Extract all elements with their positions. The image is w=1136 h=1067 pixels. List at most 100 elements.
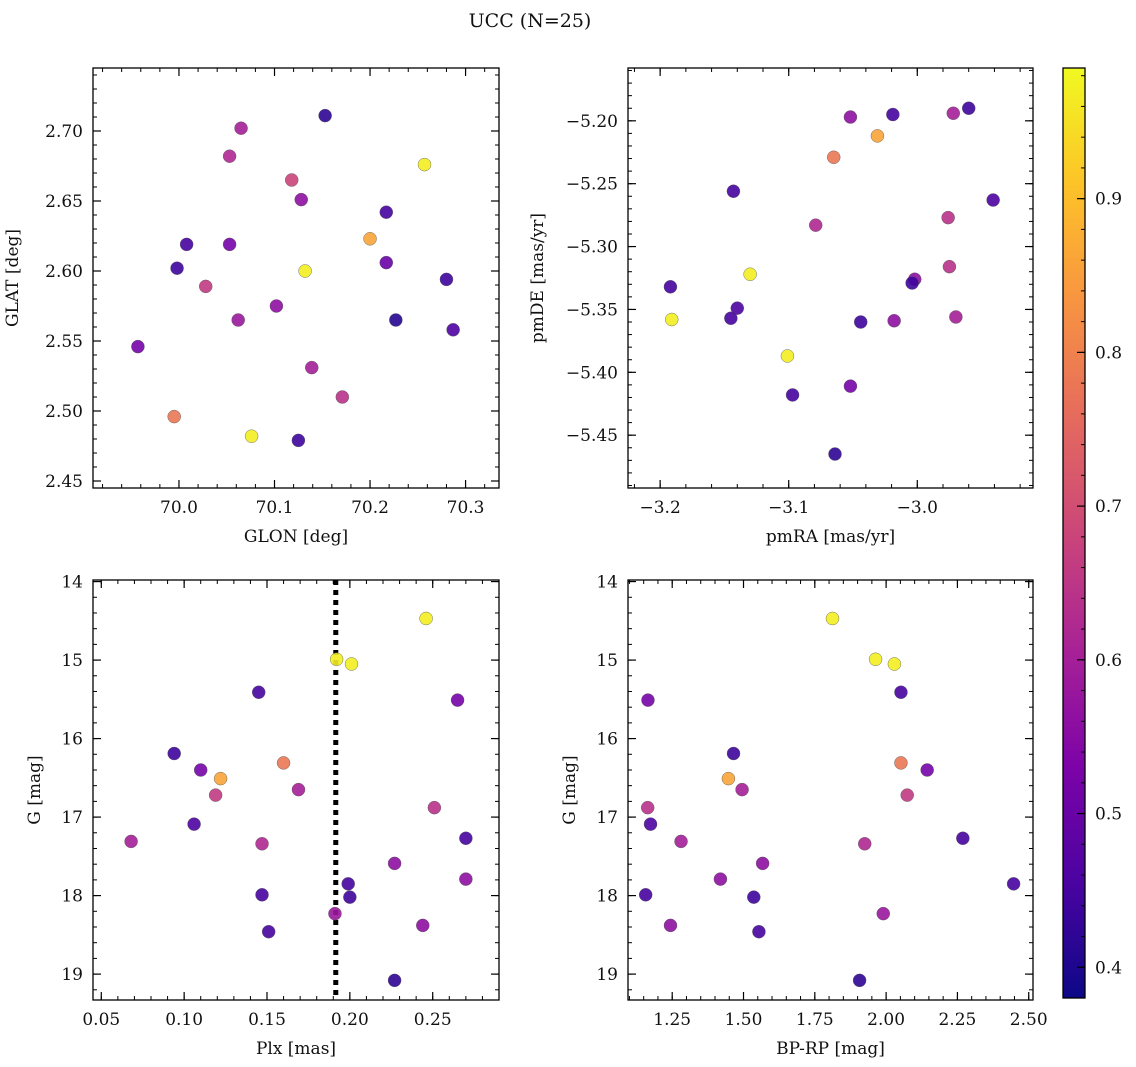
x-tick-label: 2.50 xyxy=(1010,1010,1048,1030)
scatter-point xyxy=(809,218,823,232)
panel-plx-g: 0.05 0.10 0.15 0.20 0.25 14 15 16 17 18 19 Plx [mas… xyxy=(25,573,500,1059)
scatter-point xyxy=(131,339,145,354)
scatter-point xyxy=(439,272,454,287)
scatter-point xyxy=(962,101,976,115)
scatter-point xyxy=(843,110,858,124)
scatter-point xyxy=(785,388,800,402)
scatter-point xyxy=(234,121,248,135)
scatter-point xyxy=(231,313,245,327)
x-tick-label: 70.0 xyxy=(160,498,198,518)
scatter-point xyxy=(887,657,902,671)
panel-pmra-pmde: −3.2 −3.1 −3.0 −5.45 −5.40 −5.35 −5.30 −5.25 −5.… xyxy=(528,67,1034,547)
scatter-point xyxy=(379,255,393,270)
scatter-point xyxy=(894,756,908,770)
x-tick-label: −3.1 xyxy=(768,498,809,518)
x-tick-label: 0.15 xyxy=(248,1010,286,1030)
scatter-point xyxy=(747,890,761,904)
y-tick-label: −5.40 xyxy=(566,363,618,383)
x-tick-label: −3.0 xyxy=(897,498,938,518)
colorbar-frame xyxy=(1062,67,1086,999)
scatter-point xyxy=(828,447,842,461)
y-axis-label: pmDE [mas/yr] xyxy=(528,213,548,343)
x-tick-label: 70.2 xyxy=(351,498,389,518)
scatter-point xyxy=(956,831,970,845)
scatter-point xyxy=(446,323,460,337)
scatter-point xyxy=(387,973,402,988)
scatter-point xyxy=(1006,877,1021,891)
x-tick-label: 1.75 xyxy=(796,1010,834,1030)
axes-frame xyxy=(92,67,500,489)
scatter-point xyxy=(419,611,433,626)
scatter-point xyxy=(244,429,259,443)
y-tick-label: 19 xyxy=(596,965,618,985)
y-tick-label: 2.45 xyxy=(45,472,83,492)
y-axis-label: GLAT [deg] xyxy=(3,229,23,327)
scatter-point xyxy=(735,782,749,797)
y-tick-label: 15 xyxy=(596,651,618,671)
scatter-point xyxy=(724,311,738,325)
scatter-point xyxy=(459,872,473,886)
scatter-point xyxy=(641,693,655,707)
y-axis-label: G [mag] xyxy=(25,755,45,824)
scatter-point xyxy=(459,831,473,845)
y-tick-label: 17 xyxy=(61,808,83,828)
colorbar-tick-label: 0.8 xyxy=(1095,343,1122,363)
y-tick-label: −5.35 xyxy=(566,300,618,320)
y-tick-label: −5.20 xyxy=(566,112,618,132)
y-tick-label: −5.25 xyxy=(566,175,618,195)
y-tick-label: −5.45 xyxy=(566,426,618,446)
scatter-point xyxy=(167,746,181,761)
scatter-point xyxy=(854,315,868,329)
scatter-point xyxy=(294,192,308,207)
x-tick-label: 0.20 xyxy=(331,1010,369,1030)
y-tick-label: 15 xyxy=(61,651,83,671)
x-axis-label: Plx [mas] xyxy=(256,1039,336,1059)
y-tick-label: 2.60 xyxy=(45,262,83,282)
scatter-point xyxy=(663,918,678,933)
axes-frame xyxy=(627,67,1034,489)
scatter-point xyxy=(920,763,934,777)
scatter-point xyxy=(285,173,299,187)
panel-bprp-g: 1.25 1.50 1.75 2.00 2.25 2.50 14 15 16 17 18 19 BP-R… xyxy=(560,573,1048,1059)
scatter-point xyxy=(387,856,402,871)
scatter-point xyxy=(318,108,332,123)
x-tick-label: 1.25 xyxy=(653,1010,691,1030)
y-axis-label: G [mag] xyxy=(560,755,580,824)
scatter-point xyxy=(335,390,350,404)
scatter-point xyxy=(427,800,442,815)
y-tick-label: 2.50 xyxy=(45,402,83,422)
scatter-point xyxy=(730,301,744,315)
scatter-point xyxy=(713,872,728,886)
x-tick-label: 1.50 xyxy=(725,1010,763,1030)
scatter-point xyxy=(124,834,138,849)
colorbar-tick-label: 0.7 xyxy=(1095,497,1122,517)
scatter-point xyxy=(167,409,181,424)
scatter-point xyxy=(946,106,960,120)
scatter-point xyxy=(868,652,883,666)
scatter-point xyxy=(416,918,430,933)
scatter-point xyxy=(743,267,757,281)
scatter-point xyxy=(640,800,655,815)
y-tick-label: 19 xyxy=(61,965,83,985)
x-tick-label: 2.25 xyxy=(938,1010,976,1030)
x-tick-label: 2.00 xyxy=(867,1010,905,1030)
scatter-point xyxy=(887,314,901,328)
scatter-point xyxy=(894,685,908,699)
scatter-point xyxy=(343,890,357,904)
scatter-point xyxy=(252,685,266,699)
scatter-point xyxy=(255,837,269,851)
scatter-point xyxy=(726,184,741,198)
scatter-point xyxy=(255,888,269,902)
axes-frame xyxy=(92,579,500,1001)
colorbar-gradient xyxy=(1063,68,1085,998)
x-tick-label: 70.3 xyxy=(447,498,485,518)
scatter-point xyxy=(213,771,228,786)
scatter-point xyxy=(942,259,957,274)
scatter-point xyxy=(276,756,291,770)
scatter-point xyxy=(194,763,208,777)
scatter-point xyxy=(721,771,736,786)
colorbar-tick-label: 0.9 xyxy=(1095,190,1122,210)
scatter-point xyxy=(986,193,1000,207)
x-tick-label: 0.05 xyxy=(82,1010,120,1030)
x-tick-label: 0.25 xyxy=(414,1010,452,1030)
